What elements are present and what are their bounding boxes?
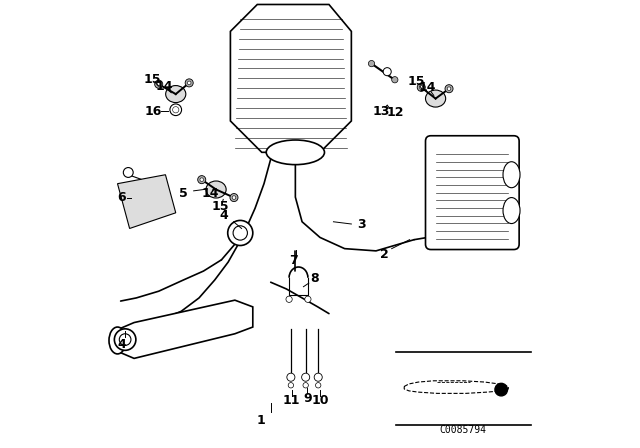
Circle shape	[119, 334, 131, 345]
Circle shape	[185, 79, 193, 87]
Circle shape	[230, 194, 238, 202]
Circle shape	[445, 85, 453, 93]
Text: 3: 3	[357, 218, 366, 232]
Circle shape	[198, 176, 206, 184]
Text: 4: 4	[118, 337, 126, 351]
Polygon shape	[118, 175, 176, 228]
Text: 11: 11	[283, 394, 301, 408]
Circle shape	[314, 373, 323, 381]
Text: 10: 10	[311, 394, 329, 408]
Text: 7: 7	[289, 254, 298, 267]
Circle shape	[188, 81, 191, 85]
Text: 4: 4	[220, 208, 228, 222]
Text: 15: 15	[143, 73, 161, 86]
Circle shape	[200, 178, 204, 181]
Ellipse shape	[109, 327, 126, 354]
Circle shape	[287, 373, 295, 381]
Text: 14: 14	[419, 81, 436, 94]
Circle shape	[173, 107, 179, 113]
Ellipse shape	[166, 86, 186, 103]
Circle shape	[419, 86, 423, 89]
Circle shape	[170, 104, 182, 116]
Circle shape	[233, 226, 248, 240]
Polygon shape	[230, 4, 351, 152]
Circle shape	[232, 196, 236, 199]
Text: 9: 9	[303, 392, 312, 405]
Circle shape	[124, 168, 133, 177]
Circle shape	[392, 77, 398, 83]
Circle shape	[228, 220, 253, 246]
FancyBboxPatch shape	[426, 136, 519, 250]
Text: 8: 8	[310, 272, 319, 285]
Circle shape	[303, 383, 308, 388]
Circle shape	[155, 80, 163, 88]
Ellipse shape	[266, 140, 324, 165]
Text: 14: 14	[156, 79, 173, 93]
Circle shape	[286, 296, 292, 302]
Ellipse shape	[503, 162, 520, 188]
Circle shape	[417, 83, 425, 91]
Circle shape	[288, 383, 294, 388]
Text: 12: 12	[386, 106, 404, 120]
Circle shape	[495, 383, 508, 396]
Circle shape	[301, 373, 310, 381]
Text: 16: 16	[145, 104, 162, 118]
Text: 2: 2	[380, 248, 388, 261]
Text: C0085794: C0085794	[440, 425, 487, 435]
Text: 15: 15	[212, 199, 229, 213]
Ellipse shape	[503, 198, 520, 224]
Circle shape	[369, 60, 374, 67]
Polygon shape	[113, 300, 253, 358]
Text: 15: 15	[408, 75, 426, 88]
Circle shape	[316, 383, 321, 388]
Ellipse shape	[206, 181, 226, 198]
Text: 13: 13	[372, 104, 390, 118]
Text: 14: 14	[202, 187, 219, 200]
Circle shape	[305, 296, 311, 302]
Text: 1: 1	[257, 414, 265, 427]
Ellipse shape	[426, 90, 445, 107]
Circle shape	[447, 87, 451, 90]
Text: 5: 5	[179, 187, 188, 200]
Circle shape	[115, 329, 136, 350]
Circle shape	[157, 82, 161, 86]
Circle shape	[383, 68, 391, 76]
Text: 6: 6	[117, 190, 126, 204]
